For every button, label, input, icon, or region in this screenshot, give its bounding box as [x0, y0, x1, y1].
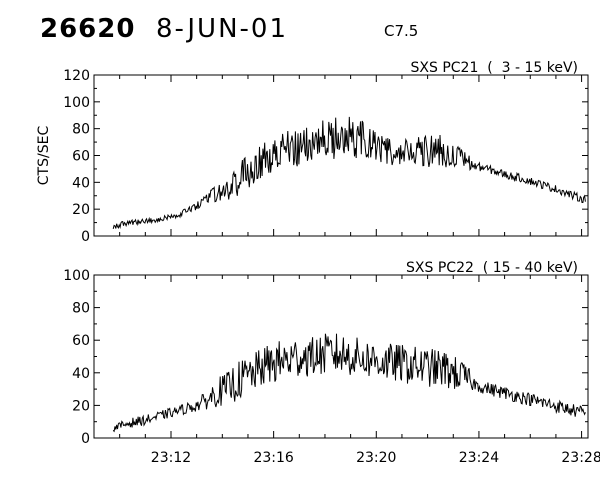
- y-tick-label: 40: [72, 366, 90, 382]
- y-axis-label: CTS/SEC: [36, 126, 52, 186]
- series-line: [112, 116, 586, 230]
- series-line: [112, 333, 586, 433]
- x-tick-label: 23:16: [253, 450, 293, 466]
- plot-header: 26620 8-JUN-01 C7.5: [0, 0, 600, 50]
- chart-panel-2: 0 20 40 60 80 100 23:12 23:16 23:20 23:24 23:28 SXS…: [63, 260, 600, 466]
- y-tick-label: 120: [63, 68, 90, 84]
- plot-frame: [93, 74, 589, 237]
- y-tick-label: 0: [81, 229, 90, 245]
- event-id: 26620: [40, 14, 136, 44]
- y-tick-label: 60: [72, 333, 90, 349]
- event-date: 8-JUN-01: [156, 14, 288, 44]
- y-tick-label: 60: [72, 149, 90, 165]
- chart-panel-1: 0 20 40 60 80 100 120 SXS PC21 ( 3 - 15 keV) CTS…: [36, 60, 589, 245]
- y-tick-label: 100: [63, 268, 90, 284]
- x-tick-label: 23:20: [356, 450, 396, 466]
- y-tick-label: 0: [81, 431, 90, 447]
- y-tick-label: 20: [72, 398, 90, 414]
- y-tick-label: 40: [72, 175, 90, 191]
- x-tick-label: 23:24: [459, 450, 499, 466]
- x-tick-label: 23:28: [561, 450, 600, 466]
- y-tick-label: 80: [72, 122, 90, 138]
- flare-class: C7.5: [384, 22, 419, 40]
- y-tick-label: 100: [63, 95, 90, 111]
- x-tick-label: 23:12: [151, 450, 191, 466]
- panel-title: SXS PC21 ( 3 - 15 keV): [411, 60, 579, 76]
- y-tick-label: 20: [72, 202, 90, 218]
- y-tick-label: 80: [72, 301, 90, 317]
- panel-title: SXS PC22 ( 15 - 40 keV): [406, 260, 578, 276]
